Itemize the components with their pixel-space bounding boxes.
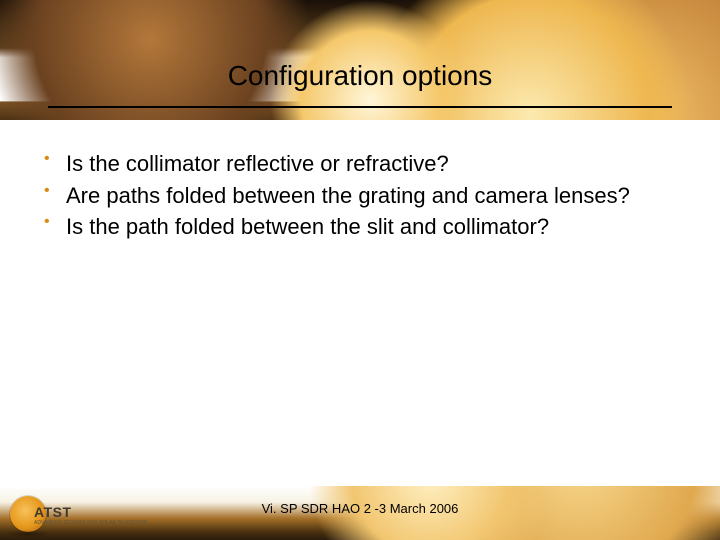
bullet-icon: • <box>44 213 56 231</box>
bullet-text: Is the path folded between the slit and … <box>66 213 549 241</box>
bullet-text: Are paths folded between the grating and… <box>66 182 630 210</box>
bullet-list: • Is the collimator reflective or refrac… <box>44 150 664 245</box>
bullet-text: Is the collimator reflective or refracti… <box>66 150 449 178</box>
title-rule <box>48 106 672 108</box>
bullet-icon: • <box>44 182 56 200</box>
footer-text: Vi. SP SDR HAO 2 -3 March 2006 <box>0 501 720 516</box>
logo-subtext: ADVANCED TECHNOLOGY SOLAR TELESCOPE <box>34 520 147 526</box>
title-text: Configuration options <box>228 60 493 91</box>
bullet-icon: • <box>44 150 56 168</box>
list-item: • Is the path folded between the slit an… <box>44 213 664 241</box>
slide: Configuration options • Is the collimato… <box>0 0 720 540</box>
atst-logo: ATST ADVANCED TECHNOLOGY SOLAR TELESCOPE <box>10 494 100 534</box>
list-item: • Are paths folded between the grating a… <box>44 182 664 210</box>
logo-text: ATST <box>34 504 72 520</box>
list-item: • Is the collimator reflective or refrac… <box>44 150 664 178</box>
page-title: Configuration options <box>0 60 720 92</box>
